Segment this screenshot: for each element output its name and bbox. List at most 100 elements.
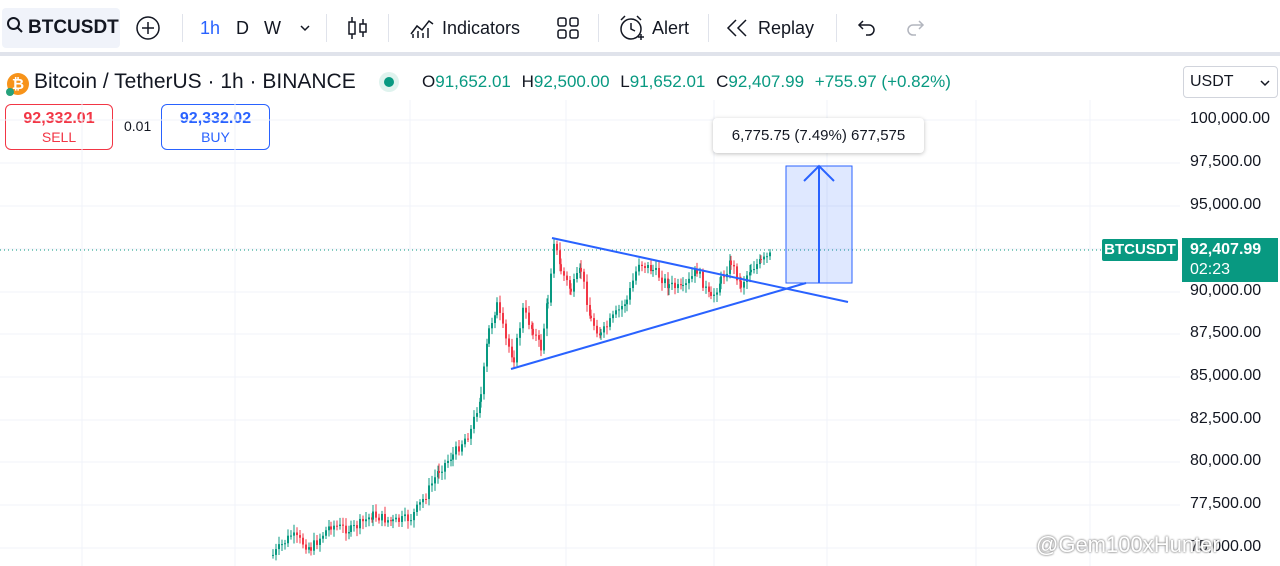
toolbar-divider [388, 14, 389, 42]
sell-button[interactable]: 92,332.01 SELL [5, 104, 113, 150]
candle-body [746, 275, 748, 282]
candle-body [284, 543, 286, 545]
market-status-icon[interactable] [378, 71, 400, 98]
candle-body [532, 328, 534, 335]
triangle-pattern[interactable] [510, 237, 849, 370]
candle-body [559, 250, 561, 265]
toolbar-divider [326, 14, 327, 42]
currency-select[interactable]: USDT [1183, 66, 1278, 98]
candle-body [310, 547, 312, 551]
candle-body [458, 446, 460, 452]
candle-body [535, 334, 537, 336]
timeframe-d[interactable]: D [236, 17, 249, 38]
buy-button[interactable]: 92,332.02 BUY [161, 104, 270, 150]
candle-body [769, 252, 771, 257]
candle-body [444, 462, 446, 472]
candle-body [502, 312, 504, 324]
candle-body [438, 471, 440, 473]
candle-body [272, 554, 274, 556]
candle-body [708, 286, 710, 292]
close-key: C [716, 72, 729, 91]
price-scale-label: 95,000.00 [1190, 196, 1262, 213]
price-scale-label: 90,000.00 [1190, 282, 1262, 299]
alert-button[interactable]: Alert [616, 8, 689, 48]
candle-body [540, 339, 542, 351]
chart-type-button[interactable] [346, 8, 370, 48]
toolbar-divider [836, 14, 837, 42]
candle-body [691, 276, 693, 279]
candle-body [580, 267, 582, 272]
candle-body [682, 285, 684, 287]
candle-body [543, 328, 545, 351]
candle-body [342, 524, 344, 526]
undo-button[interactable] [854, 8, 878, 48]
symbol-legend-title[interactable]: Bitcoin / TetherUS · 1h · BINANCE [34, 70, 356, 93]
price-scale-label: 87,500.00 [1190, 324, 1262, 341]
timeframe-w[interactable]: W [264, 17, 281, 38]
candle-body [766, 256, 768, 258]
indicators-icon [410, 19, 434, 38]
candle-body [350, 525, 352, 532]
sell-label: SELL [41, 129, 77, 145]
toolbar-divider [598, 14, 599, 42]
candle-body [413, 511, 415, 521]
candle-body [522, 307, 524, 329]
symbol-search-button[interactable]: BTCUSDT [2, 8, 120, 48]
top-toolbar: BTCUSDT 1h D W Indicators Alert Replay [0, 0, 1280, 56]
candle-body [410, 520, 412, 522]
candle-body [632, 280, 634, 289]
candle-body [496, 302, 498, 316]
candle-body [550, 273, 552, 303]
target-measure[interactable] [785, 164, 853, 284]
lower-trendline [510, 282, 807, 370]
candle-body [505, 323, 507, 339]
candle-body [635, 271, 637, 281]
candle-body [756, 264, 758, 270]
candle-body [667, 278, 669, 289]
candle-body [586, 281, 588, 305]
candle-body [596, 325, 598, 334]
candle-body [404, 514, 406, 517]
timeframe-1h[interactable]: 1h [200, 17, 221, 38]
candle-body [680, 284, 682, 286]
price-scale-label: 85,000.00 [1190, 367, 1262, 384]
candle-body [576, 273, 578, 280]
candle-body [641, 264, 643, 266]
candle-body [470, 428, 472, 439]
high-value: 92,500.00 [533, 72, 610, 91]
candle-body [750, 269, 752, 273]
candle-body [431, 483, 433, 486]
candle-body [425, 498, 427, 500]
candle-body [333, 525, 335, 530]
compare-add-button[interactable] [134, 8, 162, 48]
replay-button[interactable]: Replay [724, 8, 814, 48]
candle-body [685, 283, 687, 286]
candle-body [390, 520, 392, 522]
candle-body [699, 271, 701, 274]
candle-body [573, 279, 575, 292]
bitcoin-logo-icon: ₿ [6, 72, 30, 101]
indicators-button[interactable]: Indicators [408, 8, 520, 48]
watermark-text: @Gem100xHunter [1036, 532, 1220, 557]
candle-body [437, 471, 439, 478]
candle-body [480, 394, 482, 402]
candle-body [569, 280, 571, 289]
high-key: H [521, 72, 534, 91]
candle-body [749, 272, 751, 276]
candle-body [419, 502, 421, 505]
candle-body [560, 264, 562, 272]
measure-label: 6,775.75 (7.49%) 677,575 [713, 118, 924, 153]
grid-lines [0, 100, 1180, 566]
alarm-clock-icon [620, 15, 644, 40]
layouts-button[interactable] [556, 8, 580, 48]
candle-body [629, 288, 631, 300]
candle-body [473, 416, 475, 429]
candle-body [612, 314, 614, 319]
candle-body [739, 280, 741, 282]
redo-button[interactable] [904, 8, 928, 48]
timeframe-dropdown[interactable] [298, 8, 312, 48]
price-chart[interactable] [0, 100, 1180, 566]
candle-body [278, 544, 280, 550]
candle-body [302, 537, 304, 545]
candle-body [658, 267, 660, 278]
